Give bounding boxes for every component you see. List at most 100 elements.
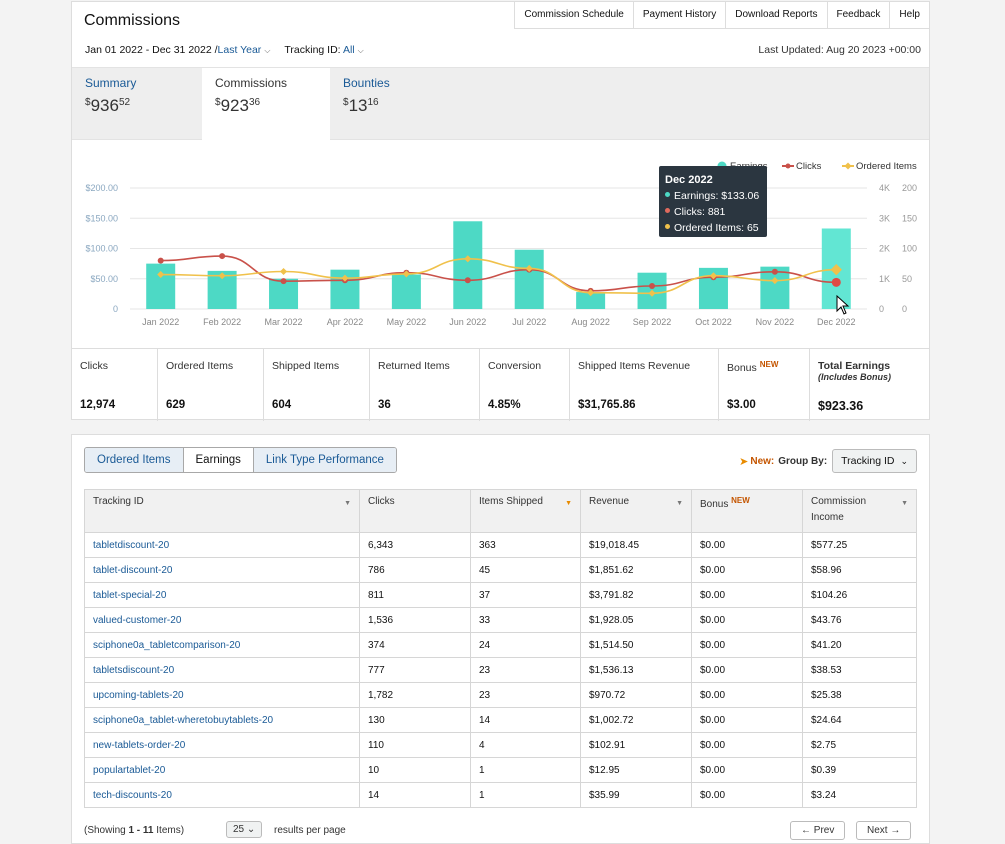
next-button[interactable]: Next → (856, 821, 912, 840)
tracking-id-link[interactable]: new-tablets-order-20 (84, 732, 360, 758)
table-cell: 1 (470, 782, 581, 808)
help-link[interactable]: Help (889, 2, 929, 29)
table-cell: $1,536.13 (580, 657, 692, 683)
tracking-id-link[interactable]: tabletsdiscount-20 (84, 657, 360, 683)
col-clicks[interactable]: Clicks (359, 489, 471, 533)
clicks-point (464, 277, 471, 284)
table-cell: $2.75 (802, 732, 917, 758)
tracking-id-link[interactable]: tablet-discount-20 (84, 557, 360, 583)
x-axis-label: May 2022 (387, 317, 427, 327)
sort-icon: ▼ (676, 500, 683, 507)
earnings-bar (514, 249, 544, 309)
table-row: tablet-special-20 811 37 $3,791.82 $0.00 $104… (84, 582, 917, 608)
commission-schedule-link[interactable]: Commission Schedule (514, 2, 633, 29)
col-items-shipped[interactable]: Items Shipped ▼ (470, 489, 581, 533)
mouse-cursor-icon (836, 294, 850, 315)
tracking-id-filter[interactable]: Tracking ID: All ⌵ (284, 44, 363, 56)
col-bonus[interactable]: Bonus NEW (691, 489, 803, 533)
tracking-id-link[interactable]: valued-customer-20 (84, 607, 360, 633)
tracking-id-link[interactable]: sciphone0a_tabletcomparison-20 (84, 632, 360, 658)
report-panel: Ordered Items Earnings Link Type Perform… (71, 434, 930, 844)
tab-commissions[interactable]: Commissions $92336 (202, 68, 330, 144)
table-cell: 23 (470, 657, 581, 683)
x-axis-label: Apr 2022 (327, 317, 364, 327)
table-footer: (Showing 1 - 11 Items) 25 ⌄ results per … (84, 821, 917, 843)
tracking-id-link[interactable]: tabletdiscount-20 (84, 532, 360, 558)
earnings-bar (146, 263, 176, 309)
tab-earnings[interactable]: Earnings (183, 448, 254, 472)
metric-label: Conversion (488, 360, 542, 372)
tab-label: Bounties (343, 76, 390, 90)
table-cell: 10 (359, 757, 471, 783)
report-tabs: Ordered Items Earnings Link Type Perform… (84, 447, 397, 473)
table-cell: $0.00 (691, 607, 803, 633)
left-axis-tick: $100.00 (85, 244, 118, 254)
tracking-id-link[interactable]: upcoming-tablets-20 (84, 682, 360, 708)
x-axis-label: Dec 2022 (817, 317, 856, 327)
table-cell: $0.00 (691, 682, 803, 708)
table-row: populartablet-20 10 1 $12.95 $0.00 $0.39 (84, 757, 917, 783)
group-by-control: ➤ New: Group By: Tracking ID ⌄ (739, 449, 917, 473)
payment-history-link[interactable]: Payment History (632, 2, 726, 29)
earnings-bar (453, 221, 483, 309)
metric-sublabel: (Includes Bonus) (818, 372, 892, 382)
clicks-point (280, 278, 287, 285)
earnings-chart: 0 $50.00 $100.00 $150.00 $200.00 0 1K 2K 3K 4K 0 50… (72, 142, 929, 347)
table-cell: 110 (359, 732, 471, 758)
group-by-select[interactable]: Tracking ID ⌄ (832, 449, 917, 473)
right-axis-tick: 50 (902, 274, 912, 284)
tracking-value: All (342, 44, 355, 56)
table-cell: 374 (359, 632, 471, 658)
table-cell: 45 (470, 557, 581, 583)
date-range: Jan 01 2022 - Dec 31 2022 / (85, 44, 218, 56)
table-cell: $0.00 (691, 557, 803, 583)
clicks-point (219, 253, 226, 260)
tracking-id-link[interactable]: sciphone0a_tablet-wheretobuytablets-20 (84, 707, 360, 733)
new-badge: NEW (759, 360, 779, 369)
left-axis-tick: $50.00 (90, 274, 118, 284)
metric-value: 629 (166, 399, 186, 411)
x-axis-label: Sep 2022 (633, 317, 672, 327)
table-cell: $0.00 (691, 582, 803, 608)
metric-label: Shipped Items (272, 360, 340, 372)
tab-link-type-performance[interactable]: Link Type Performance (253, 448, 396, 472)
feedback-link[interactable]: Feedback (826, 2, 890, 29)
table-cell: 811 (359, 582, 471, 608)
megaphone-icon: ➤ (739, 455, 749, 468)
tab-ordered-items[interactable]: Ordered Items (85, 448, 184, 472)
metric-bonus: Bonus NEW $3.00 (719, 349, 810, 421)
prev-button[interactable]: ← Prev (790, 821, 846, 840)
per-page-select[interactable]: 25 ⌄ (226, 821, 263, 838)
table-cell: 363 (470, 532, 581, 558)
tab-bounties[interactable]: Bounties $1316 (330, 68, 460, 140)
table-cell: $0.00 (691, 732, 803, 758)
right-axis-tick: 150 (902, 213, 917, 223)
period-selector[interactable]: Last Year ⌵ (218, 44, 271, 56)
metric-label: Returned Items (378, 360, 450, 372)
new-label: New: (750, 455, 775, 467)
metric-returned-items: Returned Items 36 (370, 349, 480, 421)
right-axis-tick: 3K (879, 213, 890, 223)
tracking-id-link[interactable]: tablet-special-20 (84, 582, 360, 608)
col-tracking-id[interactable]: Tracking ID ▼ (84, 489, 360, 533)
metric-value: 12,974 (80, 399, 116, 411)
tracking-id-link[interactable]: populartablet-20 (84, 757, 360, 783)
right-axis-tick: 200 (902, 183, 917, 193)
table-cell: $102.91 (580, 732, 692, 758)
metric-shipped-items: Shipped Items 604 (264, 349, 370, 421)
tab-summary[interactable]: Summary $93652 (72, 68, 202, 140)
table-cell: 777 (359, 657, 471, 683)
col-revenue[interactable]: Revenue ▼ (580, 489, 692, 533)
table-body: tabletdiscount-20 6,343 363 $19,018.45 $0.00… (84, 532, 917, 808)
download-reports-link[interactable]: Download Reports (725, 2, 827, 29)
col-commission-income[interactable]: Commission Income ▼ (802, 489, 917, 533)
table-cell: 37 (470, 582, 581, 608)
legend-marker (844, 162, 852, 170)
top-links: Commission Schedule Payment History Down… (514, 2, 929, 29)
sort-icon: ▼ (901, 500, 908, 507)
tab-label: Commissions (215, 76, 288, 90)
tracking-id-link[interactable]: tech-discounts-20 (84, 782, 360, 808)
table-row: tech-discounts-20 14 1 $35.99 $0.00 $3.24 (84, 782, 917, 808)
x-axis-label: Jan 2022 (142, 317, 179, 327)
table-cell: $970.72 (580, 682, 692, 708)
